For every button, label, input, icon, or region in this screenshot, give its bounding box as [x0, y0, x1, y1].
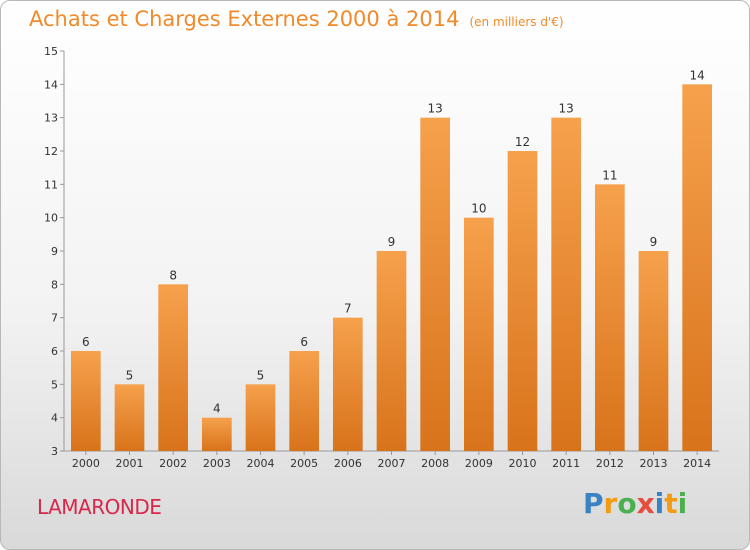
x-tick-label-2010: 2010 — [509, 457, 537, 470]
data-label-2011: 13 — [559, 102, 574, 116]
bar-2012 — [594, 184, 625, 452]
bar-2007 — [376, 251, 407, 451]
logo-letter: x — [636, 487, 655, 520]
y-tick-label: 6 — [51, 345, 58, 358]
y-tick-label: 8 — [51, 278, 58, 291]
x-tick-label-2001: 2001 — [116, 457, 144, 470]
data-label-2014: 14 — [690, 68, 705, 82]
y-tick-label: 4 — [51, 412, 58, 425]
x-tick-label-2006: 2006 — [334, 457, 362, 470]
x-tick-label-2012: 2012 — [596, 457, 624, 470]
y-ticks: 3 4 5 6 7 8 9 10 11 12 13 14 15 — [44, 45, 64, 458]
bars: 6 5 8 4 5 6 7 9 13 10 12 13 11 9 14 — [70, 68, 713, 452]
y-tick-label: 14 — [44, 78, 58, 91]
bar-2000 — [70, 351, 101, 451]
logo-letter: i — [677, 487, 688, 520]
data-label-2006: 7 — [344, 302, 352, 316]
logo-letter: t — [664, 487, 678, 520]
proxiti-logo: Proxiti — [583, 487, 687, 520]
chart-subtitle: (en milliers d'€) — [469, 15, 564, 29]
x-tick-label-2005: 2005 — [290, 457, 318, 470]
data-label-2005: 6 — [300, 335, 308, 349]
data-label-2004: 5 — [257, 368, 265, 382]
x-ticks: 2000 2001 2002 2003 2004 2005 2006 2007 2008 2009… — [72, 451, 711, 470]
x-tick-label-2007: 2007 — [378, 457, 406, 470]
y-tick-label: 9 — [51, 245, 58, 258]
x-tick-label-2011: 2011 — [552, 457, 580, 470]
data-label-2007: 9 — [388, 235, 396, 249]
x-tick-label-2000: 2000 — [72, 457, 100, 470]
x-tick-label-2002: 2002 — [159, 457, 187, 470]
bar-2004 — [245, 384, 276, 451]
bar-2005 — [289, 351, 320, 451]
x-tick-label-2014: 2014 — [683, 457, 711, 470]
bar-2006 — [332, 317, 363, 451]
logo-letter: r — [603, 487, 618, 520]
y-tick-label: 7 — [51, 312, 58, 325]
x-tick-label-2013: 2013 — [640, 457, 668, 470]
logo-letter: P — [583, 487, 604, 520]
bar-2003 — [201, 417, 232, 451]
y-tick-label: 10 — [44, 212, 58, 225]
y-tick-label: 11 — [44, 178, 58, 191]
data-label-2000: 6 — [82, 335, 90, 349]
data-label-2010: 12 — [515, 135, 530, 149]
x-tick-label-2004: 2004 — [247, 457, 275, 470]
bar-2001 — [114, 384, 145, 451]
y-tick-label: 12 — [44, 145, 58, 158]
x-tick-label-2003: 2003 — [203, 457, 231, 470]
chart-title: Achats et Charges Externes 2000 à 2014 (e… — [29, 7, 564, 31]
x-tick-label-2008: 2008 — [421, 457, 449, 470]
data-label-2008: 13 — [428, 102, 443, 116]
bar-2002 — [158, 284, 189, 451]
logo-letter: i — [654, 487, 665, 520]
data-label-2009: 10 — [471, 202, 486, 216]
y-tick-label: 5 — [51, 378, 58, 391]
bar-2010 — [507, 151, 538, 451]
data-label-2003: 4 — [213, 402, 221, 416]
data-label-2013: 9 — [650, 235, 658, 249]
data-label-2001: 5 — [126, 368, 134, 382]
bar-2011 — [551, 117, 582, 452]
logo-letter: o — [617, 487, 637, 520]
data-label-2012: 11 — [602, 168, 617, 182]
chart-title-text: Achats et Charges Externes 2000 à 2014 — [29, 7, 460, 31]
y-tick-label: 15 — [44, 45, 58, 58]
x-tick-label-2009: 2009 — [465, 457, 493, 470]
y-tick-label: 13 — [44, 112, 58, 125]
bar-2008 — [420, 117, 451, 452]
bar-2013 — [638, 251, 669, 451]
data-label-2002: 8 — [169, 268, 177, 282]
location-name: LAMARONDE — [37, 495, 162, 519]
bar-2009 — [463, 217, 494, 451]
y-tick-label: 3 — [51, 445, 58, 458]
bar-2014 — [682, 84, 713, 451]
